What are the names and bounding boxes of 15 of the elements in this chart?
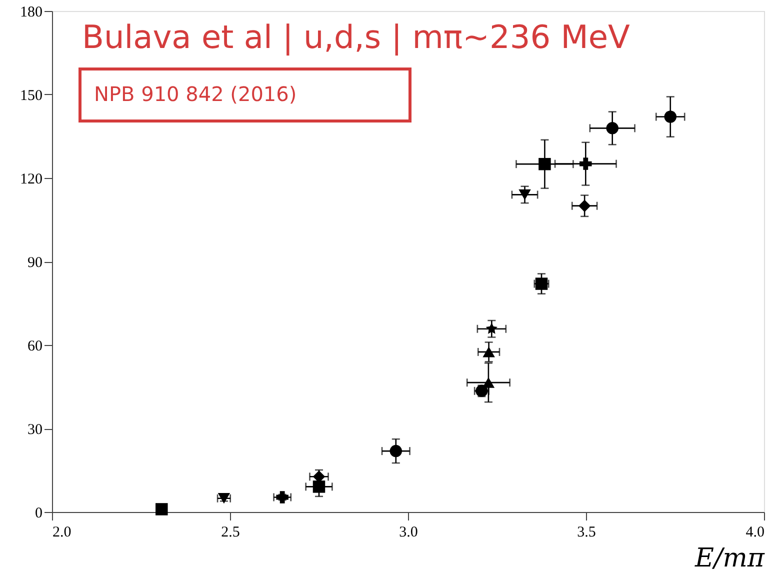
y-tick-label: 150 [20,88,42,104]
x-tick-label: 2.5 [221,524,240,540]
x-tick-label: 4.0 [746,524,764,540]
x-axis-title: E/mπ [694,544,766,574]
x-tick-label: 2.0 [52,524,72,540]
y-tick-label: 90 [28,255,42,271]
x-tick-label: 3.0 [399,524,418,540]
y-tick-label: 0 [35,506,42,522]
y-tick-label: 30 [28,422,42,438]
annotation: NPB 910 842 (2016) [94,82,297,106]
y-tick-label: 60 [28,338,42,354]
y-tick-label: 120 [20,172,42,188]
y-tick-label: 180 [20,4,42,20]
chart-title: Bulava et al | u,d,s | mπ~236 MeV [82,18,630,56]
x-tick-label: 3.5 [577,524,596,540]
